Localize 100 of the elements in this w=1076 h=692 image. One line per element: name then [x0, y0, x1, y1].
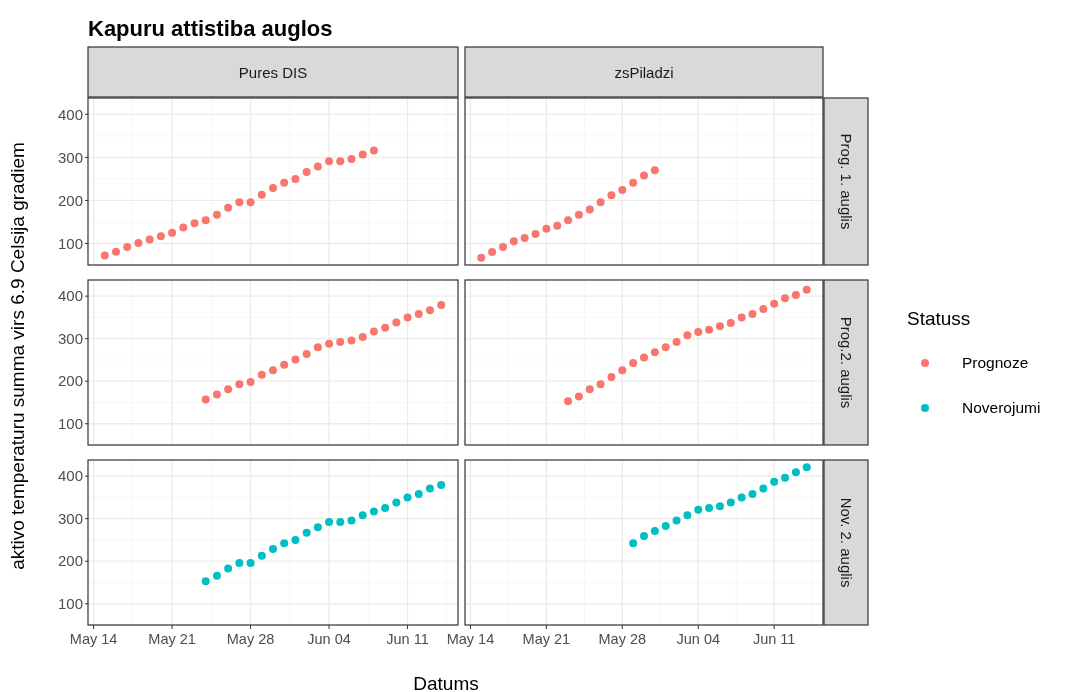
x-tick-label: Jun 04	[676, 631, 721, 647]
point	[791, 290, 800, 299]
text: aktivo temperaturu summa virs 6.9 Celsija gradiem	[7, 142, 28, 570]
point	[269, 183, 277, 192]
point	[498, 242, 507, 251]
point	[437, 301, 446, 310]
point	[542, 224, 551, 233]
point	[629, 539, 638, 548]
point	[358, 150, 367, 159]
text: Datums	[413, 673, 479, 692]
text: Prog. 1. auglis	[837, 133, 855, 230]
point	[392, 498, 401, 507]
point	[607, 372, 616, 381]
y-tick-label: 300	[57, 329, 83, 347]
point	[477, 253, 486, 262]
point	[802, 463, 811, 472]
point	[269, 366, 277, 375]
x-tick-label: May 14	[446, 631, 495, 647]
point	[235, 558, 244, 567]
point	[280, 360, 289, 369]
text: Nov. 2. auglis	[837, 497, 855, 588]
x-tick-label: May 21	[522, 631, 571, 647]
point	[179, 223, 188, 232]
point	[257, 190, 266, 199]
point	[313, 343, 322, 352]
y-tick-label: 300	[57, 509, 83, 527]
point	[369, 327, 378, 336]
y-tick-label: 200	[57, 372, 83, 390]
y-tick-label: 200	[57, 552, 83, 570]
point	[156, 232, 165, 241]
point	[325, 339, 334, 348]
point	[781, 473, 790, 482]
point	[596, 198, 605, 207]
point	[715, 322, 724, 331]
point	[574, 210, 583, 219]
point	[168, 228, 177, 237]
point	[629, 178, 638, 187]
point	[683, 511, 692, 520]
point	[414, 490, 423, 499]
y-tick-label: 100	[57, 594, 83, 612]
point	[726, 318, 735, 327]
point	[672, 516, 681, 525]
point	[694, 505, 703, 514]
y-tick-label: 300	[57, 148, 83, 166]
point	[269, 544, 277, 553]
point	[201, 216, 210, 225]
point	[224, 564, 233, 573]
point	[520, 233, 529, 242]
point	[726, 498, 735, 507]
point	[347, 336, 356, 345]
y-tick-label: 400	[57, 105, 83, 123]
point	[369, 146, 378, 155]
point	[618, 186, 627, 195]
point	[618, 366, 627, 375]
legend-title: Statuss	[907, 307, 971, 329]
point	[661, 343, 670, 352]
point	[650, 166, 659, 175]
point	[650, 527, 659, 536]
legend-label: Noverojumi	[962, 399, 1041, 417]
point	[280, 539, 289, 548]
x-tick-label: Jun 04	[307, 631, 351, 647]
point	[748, 310, 757, 319]
point	[313, 162, 322, 171]
point	[564, 216, 573, 225]
point	[201, 395, 210, 404]
point	[392, 318, 401, 327]
chart-title: zsPiladzi	[614, 63, 674, 81]
point	[705, 325, 714, 334]
x-tick-label: May 28	[598, 631, 647, 647]
point	[381, 504, 390, 513]
point	[347, 516, 356, 525]
point	[574, 392, 583, 401]
point	[235, 198, 244, 207]
point	[629, 358, 638, 367]
point	[112, 247, 121, 256]
point	[325, 157, 334, 166]
point	[201, 577, 210, 586]
point	[770, 299, 779, 308]
point	[585, 205, 594, 214]
point	[585, 385, 594, 394]
point	[302, 168, 311, 177]
point	[190, 219, 199, 228]
point	[212, 390, 221, 399]
point	[358, 332, 367, 341]
point	[246, 558, 255, 567]
point	[640, 353, 648, 362]
point	[748, 490, 757, 499]
point	[759, 304, 768, 313]
point	[770, 477, 779, 486]
point	[705, 504, 714, 513]
point	[381, 323, 390, 332]
point	[100, 251, 109, 260]
point	[403, 493, 412, 502]
point	[737, 313, 746, 322]
point	[224, 385, 233, 394]
point	[291, 355, 300, 364]
point	[403, 313, 412, 322]
point	[694, 327, 703, 336]
point	[737, 493, 746, 502]
point	[759, 484, 768, 493]
